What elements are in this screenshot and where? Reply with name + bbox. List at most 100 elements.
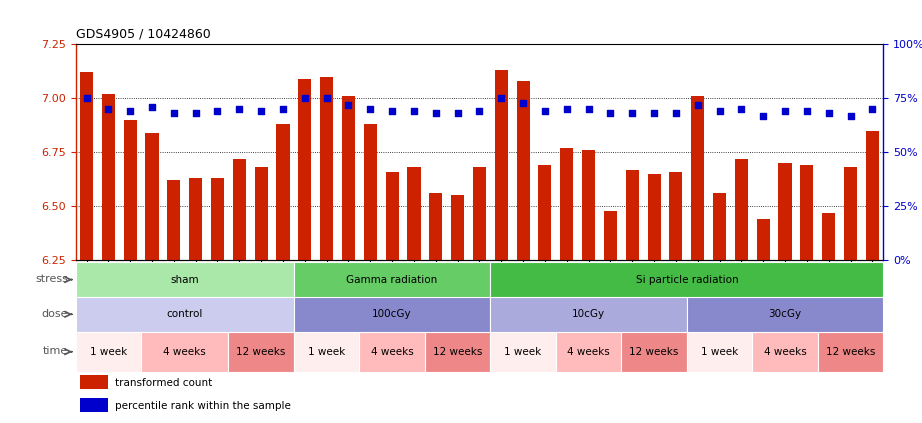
Point: [450, 110, 465, 117]
Bar: [167, 180, 181, 260]
Point: [734, 106, 749, 113]
Point: [210, 108, 225, 115]
Point: [101, 106, 116, 113]
Bar: [822, 213, 835, 260]
Text: 12 weeks: 12 weeks: [433, 347, 482, 357]
Bar: [277, 124, 290, 260]
Bar: [425, 332, 491, 372]
Bar: [76, 262, 294, 297]
Point: [167, 110, 182, 117]
Text: percentile rank within the sample: percentile rank within the sample: [114, 401, 290, 411]
Bar: [408, 168, 420, 260]
Text: 10cGy: 10cGy: [572, 309, 605, 319]
Bar: [430, 193, 443, 260]
Point: [799, 108, 814, 115]
Bar: [124, 120, 136, 260]
Point: [691, 102, 705, 108]
Bar: [687, 332, 752, 372]
Bar: [713, 193, 727, 260]
Bar: [844, 168, 857, 260]
Text: 30cGy: 30cGy: [768, 309, 801, 319]
Text: 4 weeks: 4 weeks: [163, 347, 207, 357]
Bar: [561, 148, 573, 260]
Point: [843, 112, 857, 119]
Point: [538, 108, 552, 115]
Point: [668, 110, 683, 117]
Bar: [342, 96, 355, 260]
Text: 1 week: 1 week: [308, 347, 345, 357]
Bar: [516, 81, 529, 260]
Bar: [254, 168, 267, 260]
Bar: [491, 262, 883, 297]
Point: [429, 110, 443, 117]
Bar: [582, 150, 595, 260]
Point: [276, 106, 290, 113]
Bar: [451, 195, 464, 260]
Point: [188, 110, 203, 117]
Point: [646, 110, 661, 117]
Point: [232, 106, 247, 113]
Bar: [621, 332, 687, 372]
Bar: [757, 219, 770, 260]
Bar: [626, 170, 639, 260]
Bar: [360, 332, 425, 372]
Bar: [294, 262, 491, 297]
Bar: [495, 70, 508, 260]
Bar: [229, 332, 294, 372]
Text: stress: stress: [35, 274, 68, 284]
Text: 12 weeks: 12 weeks: [826, 347, 875, 357]
Text: 4 weeks: 4 weeks: [567, 347, 610, 357]
Bar: [294, 297, 491, 332]
Point: [865, 106, 880, 113]
Bar: [232, 159, 246, 260]
Point: [145, 104, 160, 110]
Bar: [146, 133, 159, 260]
Bar: [298, 79, 312, 260]
Bar: [687, 297, 883, 332]
Text: 100cGy: 100cGy: [372, 309, 412, 319]
Bar: [294, 332, 360, 372]
Bar: [491, 332, 556, 372]
Point: [341, 102, 356, 108]
Point: [407, 108, 421, 115]
Point: [319, 95, 334, 102]
Text: 12 weeks: 12 weeks: [236, 347, 286, 357]
Point: [254, 108, 268, 115]
Text: control: control: [167, 309, 203, 319]
Point: [625, 110, 640, 117]
Text: 12 weeks: 12 weeks: [630, 347, 679, 357]
Bar: [385, 172, 398, 260]
Bar: [141, 332, 229, 372]
Bar: [538, 165, 551, 260]
Bar: [80, 398, 108, 412]
Text: 4 weeks: 4 weeks: [371, 347, 413, 357]
Bar: [101, 94, 115, 260]
Point: [581, 106, 596, 113]
Text: 1 week: 1 week: [89, 347, 127, 357]
Text: 4 weeks: 4 weeks: [763, 347, 807, 357]
Bar: [866, 131, 879, 260]
Text: dose: dose: [41, 309, 68, 319]
Text: Gamma radiation: Gamma radiation: [347, 275, 438, 285]
Point: [560, 106, 574, 113]
Text: 1 week: 1 week: [701, 347, 739, 357]
Point: [603, 110, 618, 117]
Bar: [320, 77, 333, 260]
Text: transformed count: transformed count: [114, 378, 212, 388]
Bar: [604, 211, 617, 260]
Bar: [491, 297, 687, 332]
Bar: [692, 96, 704, 260]
Bar: [556, 332, 621, 372]
Bar: [76, 297, 294, 332]
Point: [298, 95, 313, 102]
Bar: [80, 375, 108, 389]
Bar: [752, 332, 818, 372]
Bar: [818, 332, 883, 372]
Text: Si particle radiation: Si particle radiation: [635, 275, 739, 285]
Bar: [735, 159, 748, 260]
Point: [472, 108, 487, 115]
Text: sham: sham: [171, 275, 199, 285]
Bar: [80, 72, 93, 260]
Bar: [364, 124, 377, 260]
Bar: [189, 178, 202, 260]
